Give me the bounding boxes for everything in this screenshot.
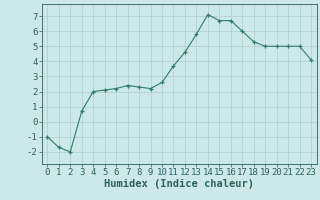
X-axis label: Humidex (Indice chaleur): Humidex (Indice chaleur)	[104, 179, 254, 189]
